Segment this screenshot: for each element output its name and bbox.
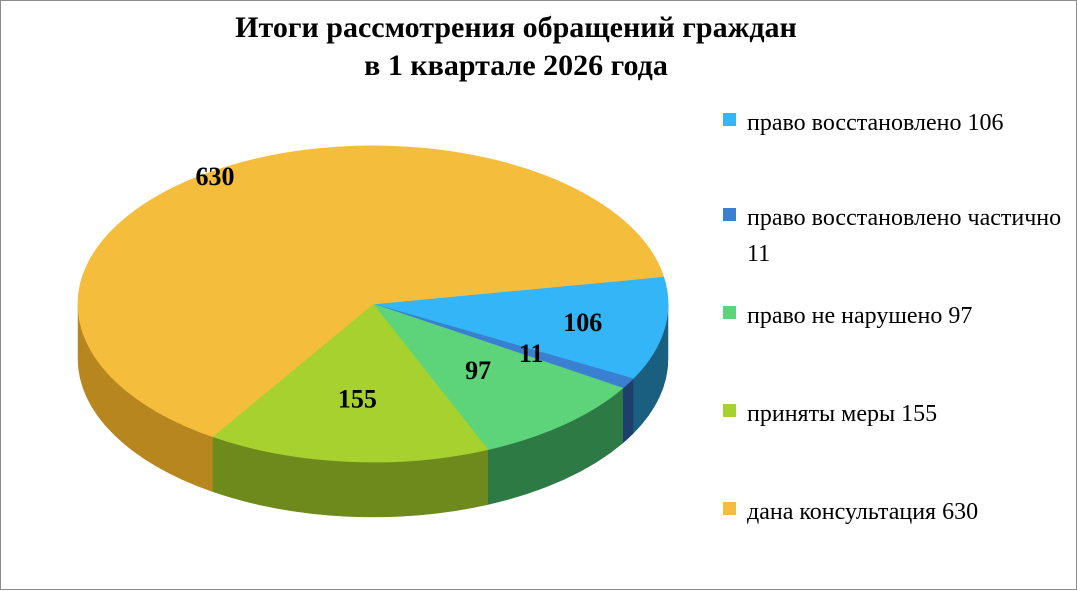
chart-legend: право восстановлено 106 право восстановл… <box>723 1 1068 589</box>
legend-label-restored: право восстановлено 106 <box>747 110 1004 136</box>
pie-value-label-4: 630 <box>196 162 235 191</box>
legend-swatch-partially-restored <box>723 208 736 221</box>
pie-slice-2 <box>371 303 624 451</box>
pie-label-group: 106 11 97 155 630 <box>196 162 603 413</box>
legend-swatch-restored <box>723 113 736 126</box>
legend-label-partially-restored: право восстановлено частично 11 <box>747 205 1062 267</box>
legend-swatch-not-violated <box>723 306 736 319</box>
pie-value-label-1: 11 <box>519 339 544 368</box>
legend-label-measures-taken: приняты меры 155 <box>747 401 938 427</box>
chart-title-line2: в 1 квартале 2026 года <box>364 49 668 82</box>
pie-slice-4 <box>77 145 665 438</box>
chart-title-line1: Итоги рассмотрения обращений граждан <box>235 11 797 44</box>
pie-value-label-3: 155 <box>338 384 377 413</box>
legend-label-consultation: дана консультация 630 <box>747 499 979 525</box>
legend-swatch-consultation <box>723 502 736 515</box>
legend-swatch-measures-taken <box>723 404 736 417</box>
pie-slice-0 <box>372 276 669 380</box>
pie-top-group <box>77 145 669 463</box>
pie-slice-3 <box>211 303 489 463</box>
pie-value-label-0: 106 <box>563 308 602 337</box>
chart-title: Итоги рассмотрения обращений граждан в 1… <box>131 9 901 85</box>
legend-label-not-violated: право не нарушено 97 <box>747 303 973 329</box>
pie-value-label-2: 97 <box>465 356 491 385</box>
pie-side-1-0 <box>622 378 634 444</box>
